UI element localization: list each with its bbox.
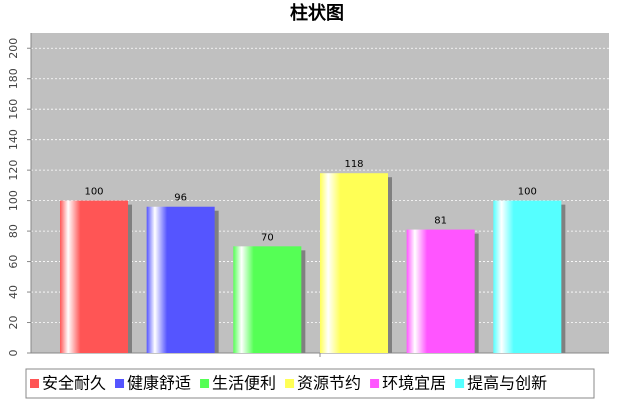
legend-swatch [115,379,125,388]
legend-label: 提高与创新 [467,374,547,393]
bar [493,200,562,353]
y-tick-label: 20 [7,316,20,330]
value-label: 81 [434,216,447,227]
legend-swatch [200,379,210,388]
legend-label: 健康舒适 [127,374,191,393]
value-label: 100 [84,187,103,198]
legend-swatch [455,379,465,388]
y-tick-label: 100 [7,190,20,211]
y-tick-label: 0 [7,350,20,357]
chart-title: 柱状图 [290,2,344,24]
legend-swatch [370,379,380,388]
legend-label: 资源节约 [297,374,361,393]
value-label: 118 [344,159,363,170]
y-tick-label: 180 [7,68,20,89]
y-tick-label: 200 [7,38,20,59]
legend-swatch [285,379,295,388]
legend-label: 安全耐久 [42,374,106,393]
legend-label: 环境宜居 [382,374,446,393]
bar [146,206,215,353]
value-label: 96 [174,193,187,204]
y-tick-label: 160 [7,99,20,120]
bar [60,200,128,353]
value-label: 70 [261,232,274,243]
y-tick-label: 120 [7,160,20,181]
legend-swatch [30,379,39,388]
bar [406,229,475,353]
value-label: 100 [518,187,537,198]
y-tick-label: 60 [7,255,20,269]
bar [320,173,388,353]
y-tick-label: 40 [7,285,20,299]
bar [233,246,302,353]
legend-label: 生活便利 [212,374,276,393]
y-tick-label: 140 [7,129,20,150]
y-tick-label: 80 [7,224,20,238]
